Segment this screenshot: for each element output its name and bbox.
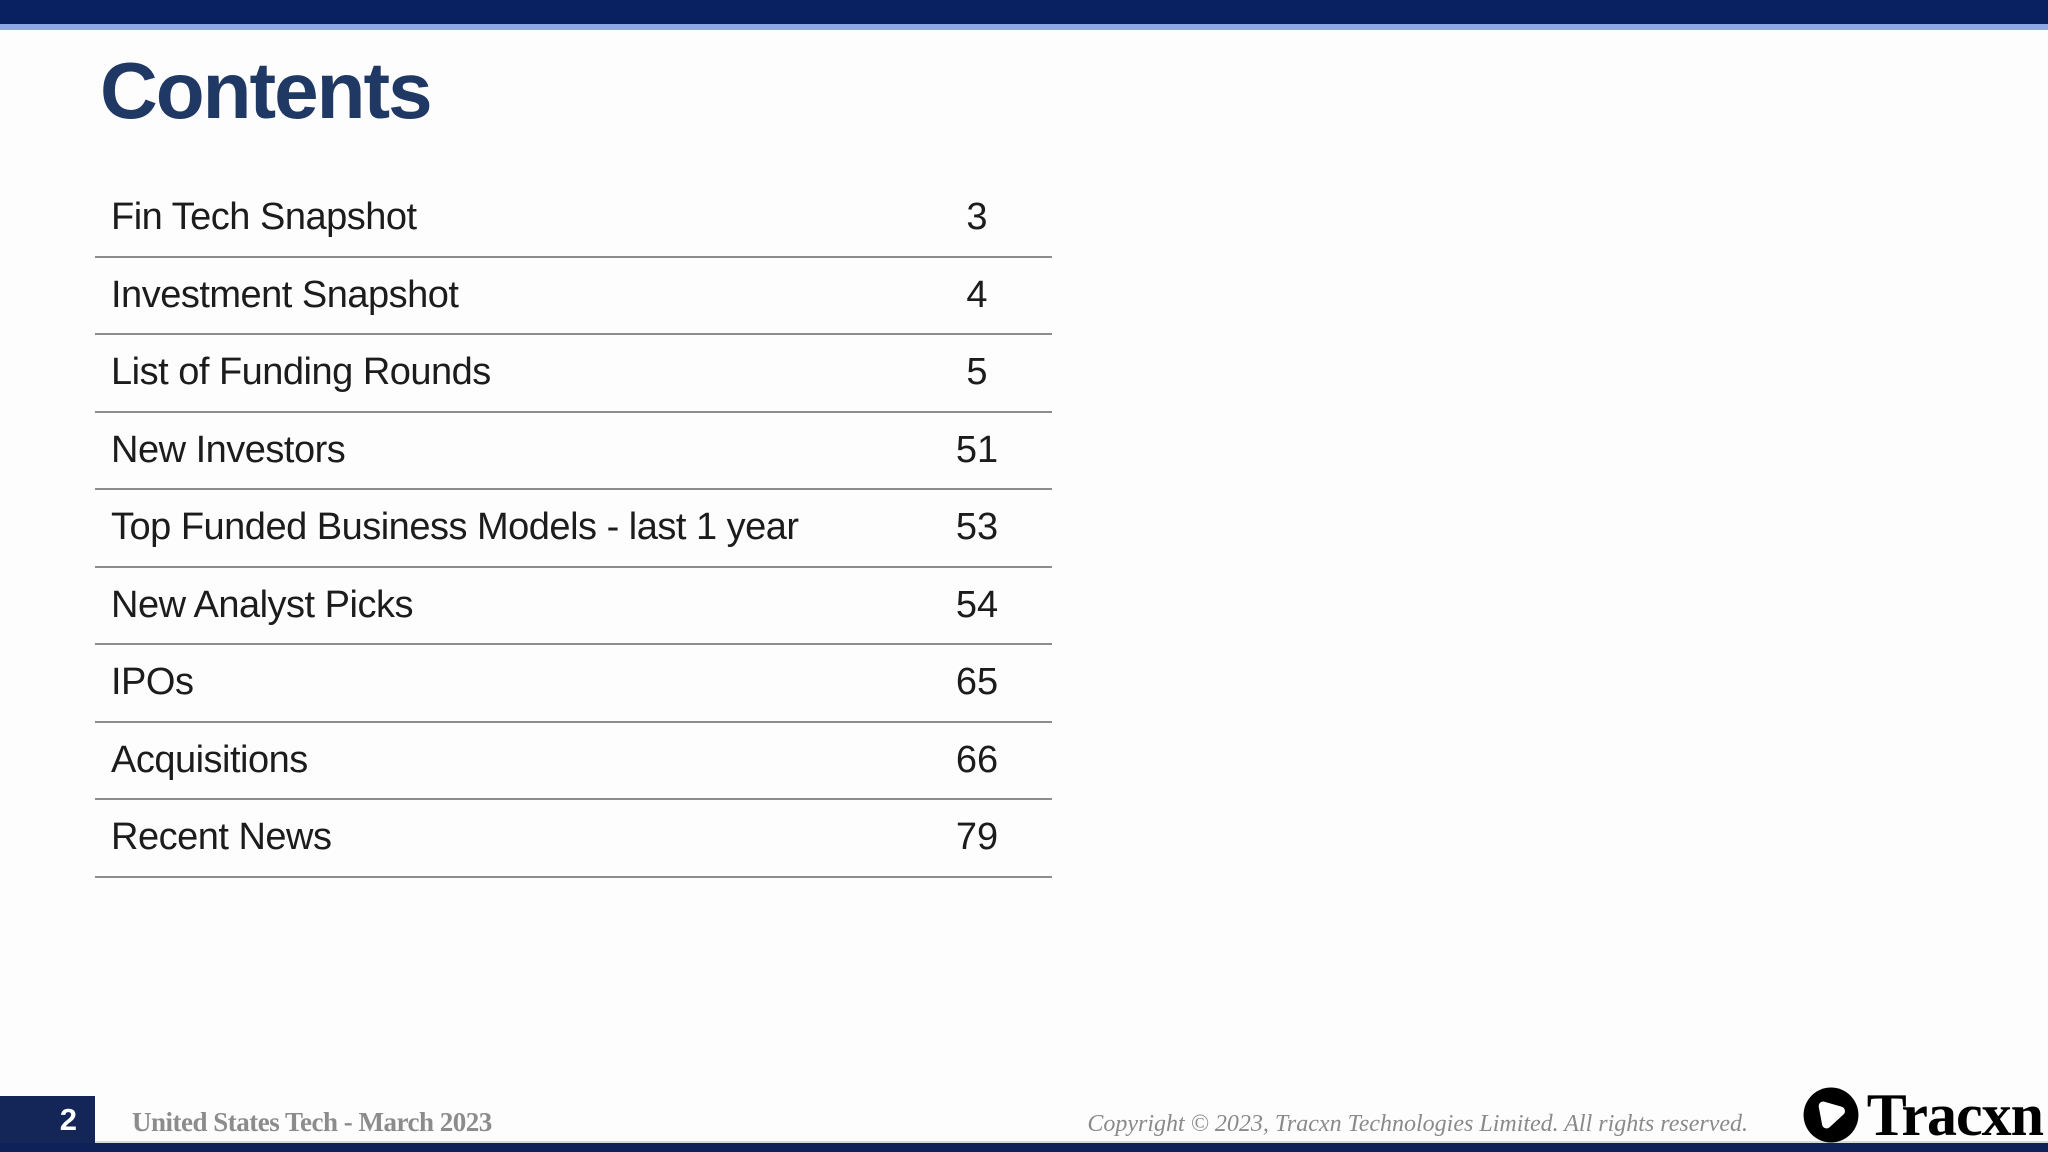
toc-entry-label: Fin Tech Snapshot: [111, 196, 417, 239]
toc-row[interactable]: Top Funded Business Models - last 1 year…: [95, 490, 1052, 568]
toc-row[interactable]: List of Funding Rounds 5: [95, 335, 1052, 413]
toc-entry-label: Top Funded Business Models - last 1 year: [111, 506, 799, 549]
toc-entry-label: Recent News: [111, 816, 332, 859]
top-bar: [0, 0, 2048, 24]
toc-entry-page-number: 79: [955, 816, 999, 859]
brand-logo: Tracxn: [1803, 1082, 2044, 1148]
toc-row[interactable]: Investment Snapshot 4: [95, 258, 1052, 335]
toc-entry-page-number: 54: [955, 583, 999, 626]
toc-entry-label: New Analyst Picks: [111, 583, 413, 626]
toc-row[interactable]: Fin Tech Snapshot 3: [95, 180, 1052, 258]
toc-entry-page-number: 53: [955, 506, 999, 549]
toc-row[interactable]: New Analyst Picks 54: [95, 568, 1052, 645]
footer-copyright: Copyright © 2023, Tracxn Technologies Li…: [1087, 1110, 1748, 1137]
toc-row[interactable]: Recent News 79: [95, 800, 1052, 878]
toc-entry-label: IPOs: [111, 661, 194, 704]
page-number-box: 2: [0, 1096, 95, 1143]
toc-entry-page-number: 3: [966, 196, 988, 239]
page-number: 2: [59, 1101, 77, 1137]
toc-entry-page-number: 66: [955, 738, 999, 781]
toc-row[interactable]: Acquisitions 66: [95, 723, 1052, 800]
toc-entry-page-number: 4: [966, 273, 988, 316]
toc-entry-page-number: 51: [955, 428, 999, 471]
toc-entry-label: Investment Snapshot: [111, 273, 459, 316]
tracxn-circle-arrow-icon: [1803, 1087, 1859, 1143]
toc-row[interactable]: IPOs 65: [95, 645, 1052, 723]
page-title: Contents: [100, 46, 433, 135]
top-bar-accent-line: [0, 24, 2048, 30]
footer-report-title: United States Tech - March 2023: [132, 1106, 492, 1137]
toc-entry-label: New Investors: [111, 428, 346, 471]
footer-bottom-bar: [0, 1143, 2048, 1152]
footer-divider-line: [95, 1141, 2048, 1143]
toc-entry-page-number: 65: [955, 661, 999, 704]
table-of-contents: Fin Tech Snapshot 3 Investment Snapshot …: [95, 180, 1052, 878]
toc-row[interactable]: New Investors 51: [95, 413, 1052, 490]
toc-entry-label: List of Funding Rounds: [111, 351, 491, 394]
brand-wordmark: Tracxn: [1866, 1082, 2044, 1148]
toc-entry-page-number: 5: [966, 351, 988, 394]
toc-entry-label: Acquisitions: [111, 738, 308, 781]
